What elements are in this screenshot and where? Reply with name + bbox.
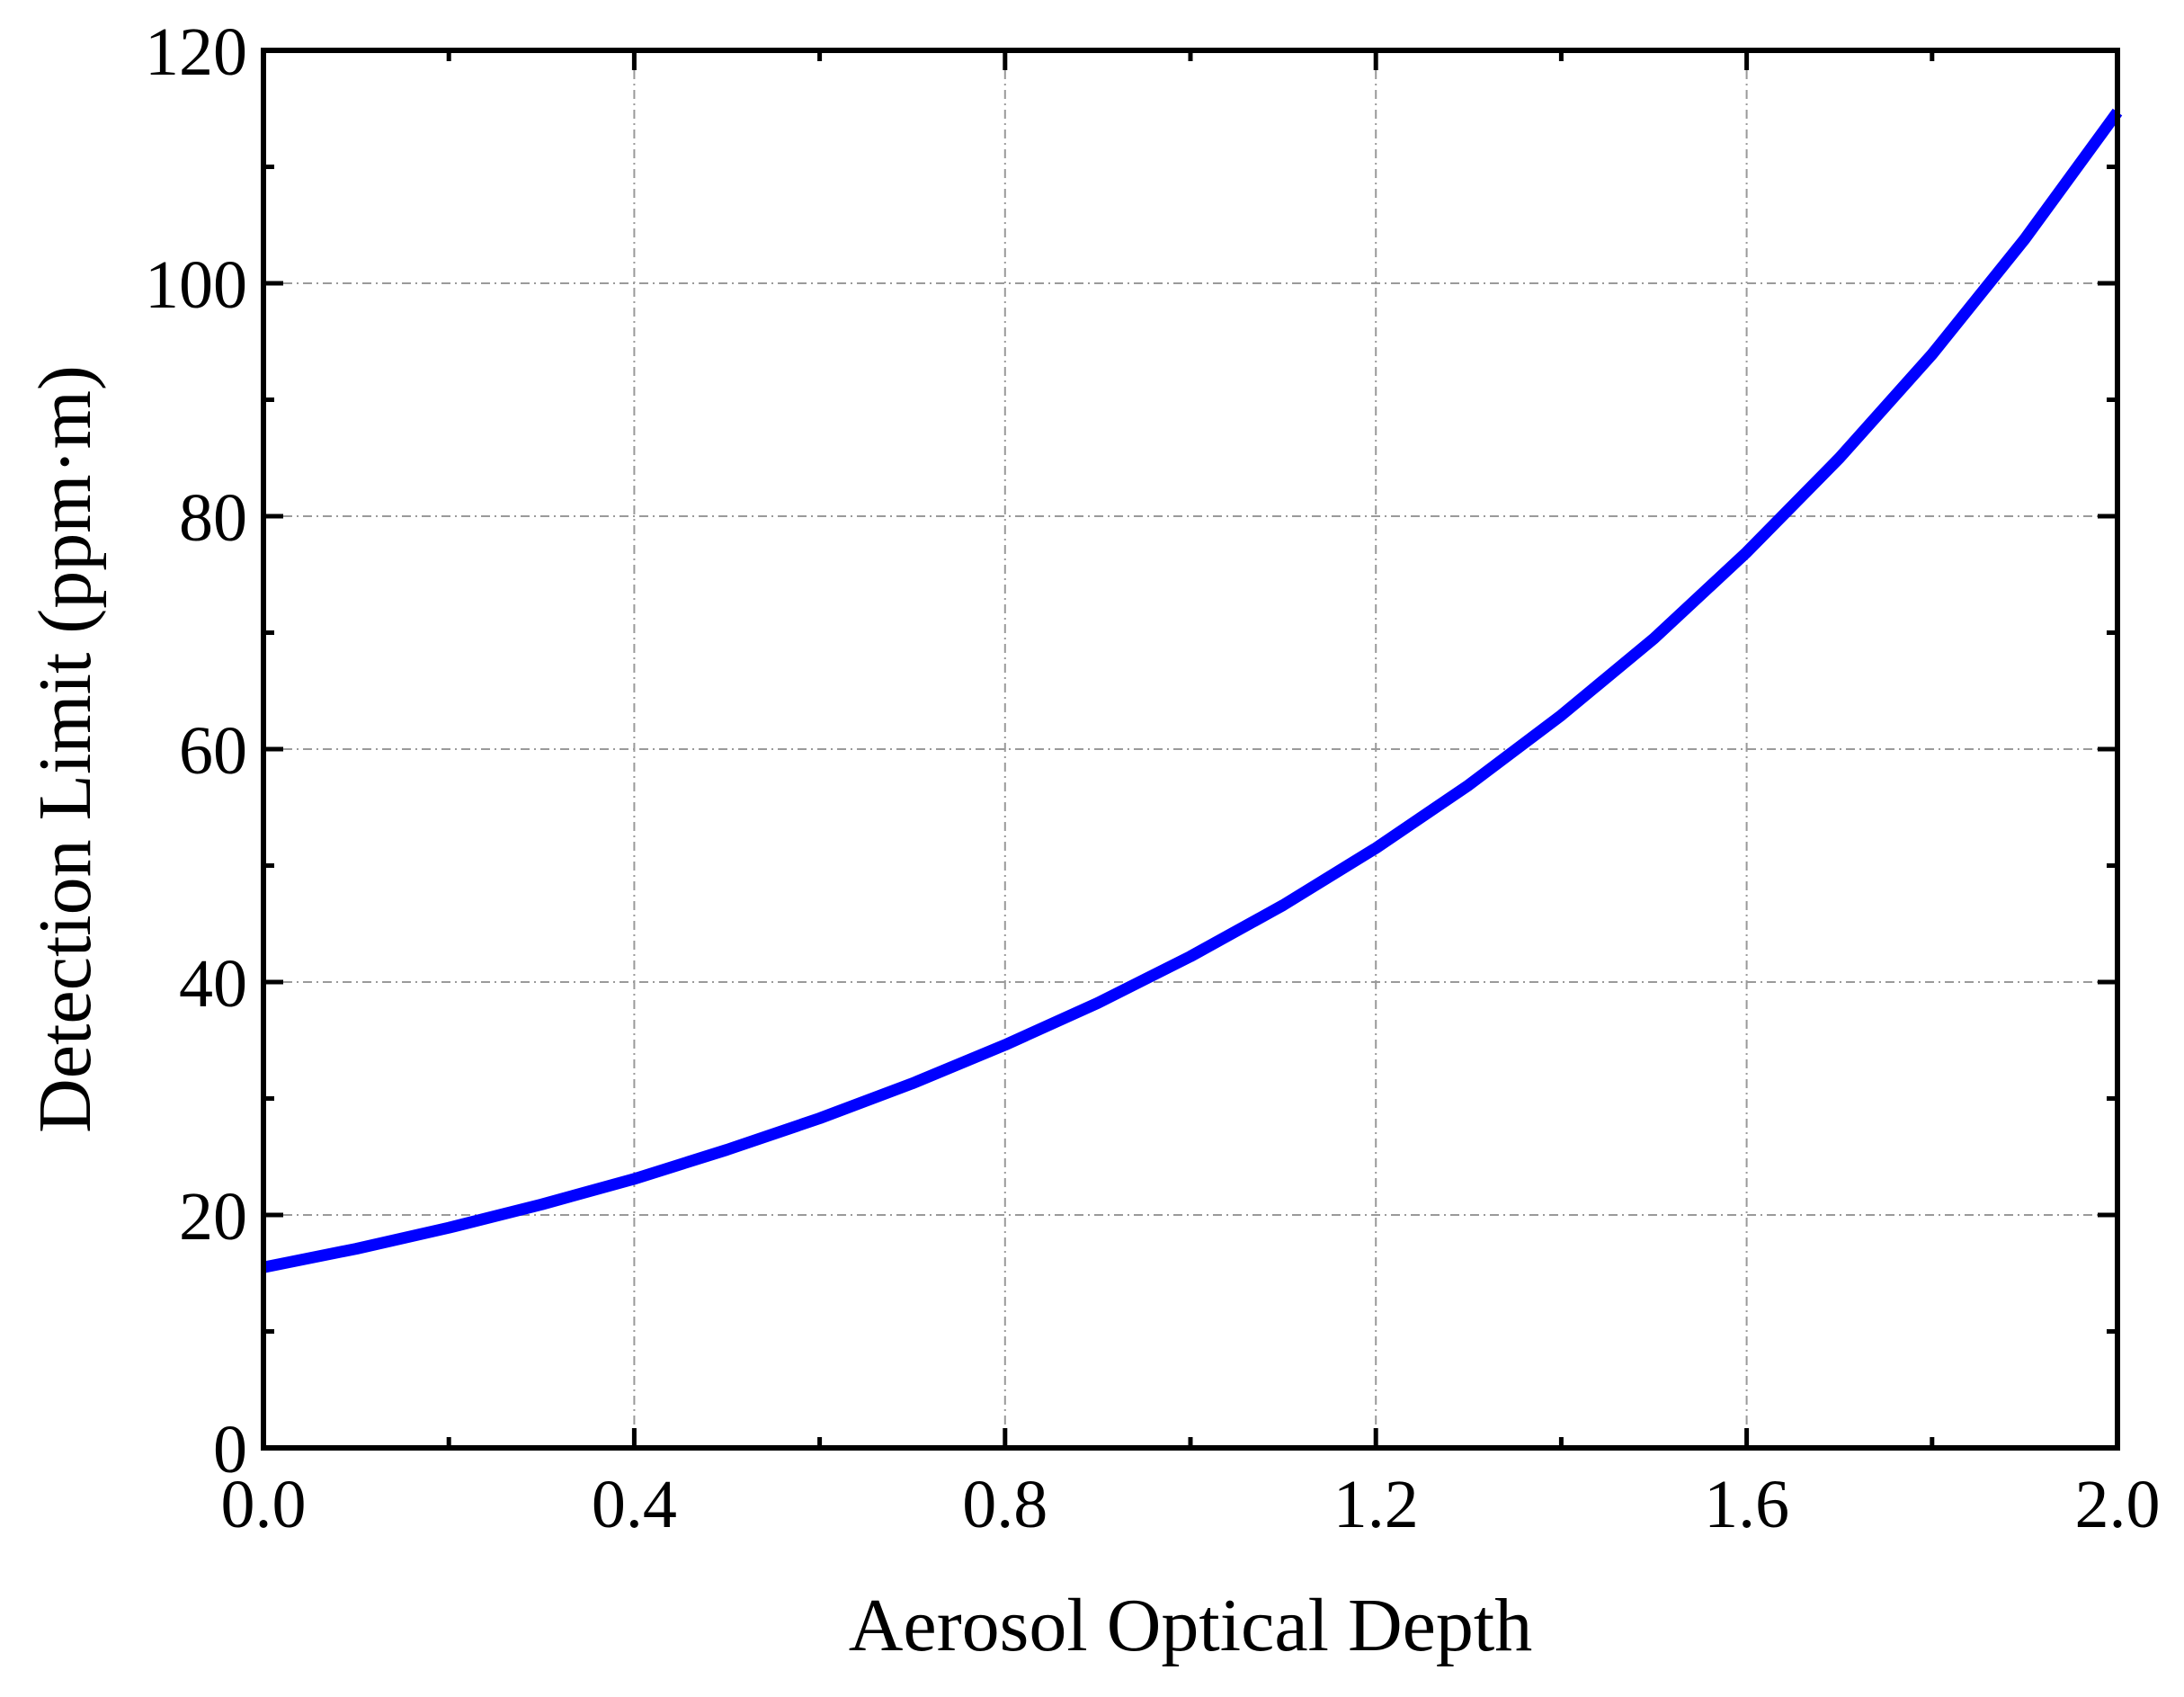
y-tick-label: 120 [145,14,247,90]
series-layer [262,108,2123,1273]
x-tick-label: 2.0 [2075,1467,2161,1542]
y-tick-labels: 0 20 40 60 80 100 120 [145,14,247,1487]
y-tick-label: 80 [179,480,247,556]
y-tick-label: 0 [213,1412,247,1487]
x-tick-labels: 0.0 0.4 0.8 1.2 1.6 2.0 [221,1467,2161,1542]
x-tick-label: 0.4 [592,1467,677,1542]
axis-ticks [261,48,2120,1451]
x-axis-label: Aerosol Optical Depth [849,1584,1532,1667]
y-tick-label: 20 [179,1179,247,1255]
series-line [262,108,2123,1273]
y-tick-label: 60 [179,713,247,789]
y-tick-label: 100 [145,247,247,323]
x-tick-label: 0.8 [962,1467,1047,1542]
grid-lines [263,50,2117,1448]
y-tick-label: 40 [179,946,247,1022]
x-tick-label: 1.2 [1333,1467,1419,1542]
x-tick-label: 0.0 [221,1467,307,1542]
x-tick-label: 1.6 [1704,1467,1789,1542]
y-axis-label: Detection Limit (ppm·m) [23,365,107,1133]
